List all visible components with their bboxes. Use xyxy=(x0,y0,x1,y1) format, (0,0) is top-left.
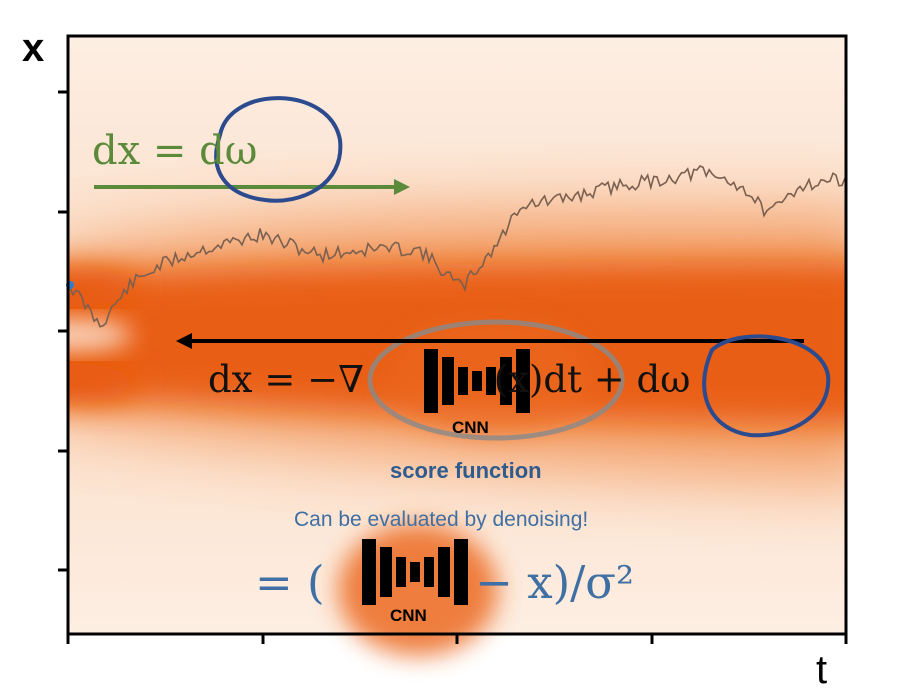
cnn-label: CNN xyxy=(452,418,489,437)
y-axis-ticks xyxy=(58,90,68,572)
denoising-score-equation: = ( − x)/σ² xyxy=(255,556,635,609)
denoising-note: Can be evaluated by denoising! xyxy=(294,508,589,531)
score-function-label: score function xyxy=(390,458,542,483)
cnn-icon-bottom xyxy=(362,539,468,605)
cnn-label-bottom: CNN xyxy=(390,606,427,625)
y-axis-label: x xyxy=(22,26,45,70)
forward-sde-equation: dx = dω xyxy=(92,128,258,174)
cnn-highlight-oval xyxy=(367,319,625,441)
brownian-trajectory xyxy=(69,165,846,328)
x-axis-label: t xyxy=(816,648,828,692)
highlight-circle-mid xyxy=(702,334,831,438)
x-axis-ticks xyxy=(66,634,848,644)
reverse-arrowhead xyxy=(176,333,192,349)
reverse-sde-equation: dx = −∇ (x)dt + dω xyxy=(208,358,691,401)
forward-arrowhead xyxy=(394,179,410,195)
cnn-icon xyxy=(424,349,530,413)
highlight-circle-top xyxy=(214,96,343,203)
